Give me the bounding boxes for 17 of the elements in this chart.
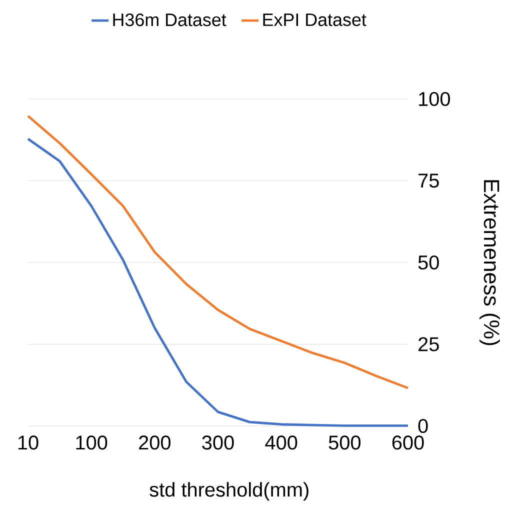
y-tick-label: 0 xyxy=(418,418,428,434)
y-tick-label: 50 xyxy=(418,255,439,270)
y-axis-title: Extremeness (%) xyxy=(480,180,500,346)
x-tick-label: 200 xyxy=(139,436,170,450)
y-tick-label: 100 xyxy=(419,92,450,106)
x-tick-label: 400 xyxy=(265,436,298,450)
y-tick-label: 75 xyxy=(418,174,439,188)
x-tick-label: 300 xyxy=(202,436,234,450)
line-series xyxy=(26,114,410,390)
y-tick-label: 25 xyxy=(418,337,439,352)
legend-label: H36m Dataset xyxy=(113,13,226,26)
legend-label: ExPI Dataset xyxy=(263,14,366,26)
x-tick-label: 10 xyxy=(18,436,38,450)
x-axis-title: std threshold(mm) xyxy=(150,482,308,501)
x-tick-label: 500 xyxy=(328,436,360,450)
x-tick-label: 600 xyxy=(392,436,424,450)
x-tick-label: 100 xyxy=(76,436,108,450)
